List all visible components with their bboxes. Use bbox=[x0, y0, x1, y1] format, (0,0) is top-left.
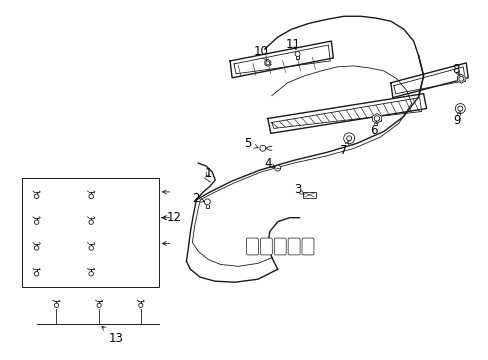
Text: 7: 7 bbox=[340, 141, 348, 157]
Circle shape bbox=[34, 194, 39, 199]
Circle shape bbox=[97, 303, 101, 307]
Circle shape bbox=[89, 246, 93, 250]
Circle shape bbox=[373, 116, 379, 121]
Text: 10: 10 bbox=[253, 45, 268, 60]
FancyBboxPatch shape bbox=[287, 238, 300, 255]
Circle shape bbox=[34, 246, 39, 250]
Circle shape bbox=[89, 271, 93, 276]
FancyBboxPatch shape bbox=[246, 238, 258, 255]
Circle shape bbox=[294, 51, 300, 57]
Text: 1: 1 bbox=[204, 167, 212, 180]
Text: 11: 11 bbox=[285, 37, 301, 50]
Polygon shape bbox=[456, 74, 464, 83]
Text: 9: 9 bbox=[453, 111, 460, 127]
Circle shape bbox=[34, 220, 39, 224]
Circle shape bbox=[89, 220, 93, 224]
FancyBboxPatch shape bbox=[302, 238, 313, 255]
Circle shape bbox=[89, 194, 93, 199]
FancyBboxPatch shape bbox=[302, 192, 316, 198]
Text: 13: 13 bbox=[102, 326, 123, 345]
Circle shape bbox=[34, 271, 39, 276]
Circle shape bbox=[454, 104, 464, 113]
Polygon shape bbox=[264, 59, 270, 66]
Circle shape bbox=[458, 76, 463, 81]
Polygon shape bbox=[267, 94, 426, 133]
Text: 8: 8 bbox=[452, 63, 459, 76]
Circle shape bbox=[259, 145, 265, 151]
Polygon shape bbox=[372, 113, 381, 123]
Text: 6: 6 bbox=[369, 121, 377, 137]
Text: 4: 4 bbox=[264, 157, 274, 170]
Text: 5: 5 bbox=[244, 137, 258, 150]
Circle shape bbox=[265, 61, 269, 65]
Text: 12: 12 bbox=[161, 211, 182, 224]
Circle shape bbox=[457, 106, 462, 111]
Circle shape bbox=[139, 303, 142, 307]
Circle shape bbox=[274, 165, 280, 171]
FancyBboxPatch shape bbox=[274, 238, 285, 255]
Text: 3: 3 bbox=[293, 184, 304, 197]
Circle shape bbox=[204, 199, 210, 205]
Circle shape bbox=[346, 136, 351, 141]
Circle shape bbox=[343, 133, 354, 144]
FancyBboxPatch shape bbox=[260, 238, 272, 255]
Polygon shape bbox=[230, 41, 333, 78]
Polygon shape bbox=[390, 63, 468, 98]
Text: 2: 2 bbox=[192, 192, 204, 205]
Circle shape bbox=[54, 303, 59, 307]
